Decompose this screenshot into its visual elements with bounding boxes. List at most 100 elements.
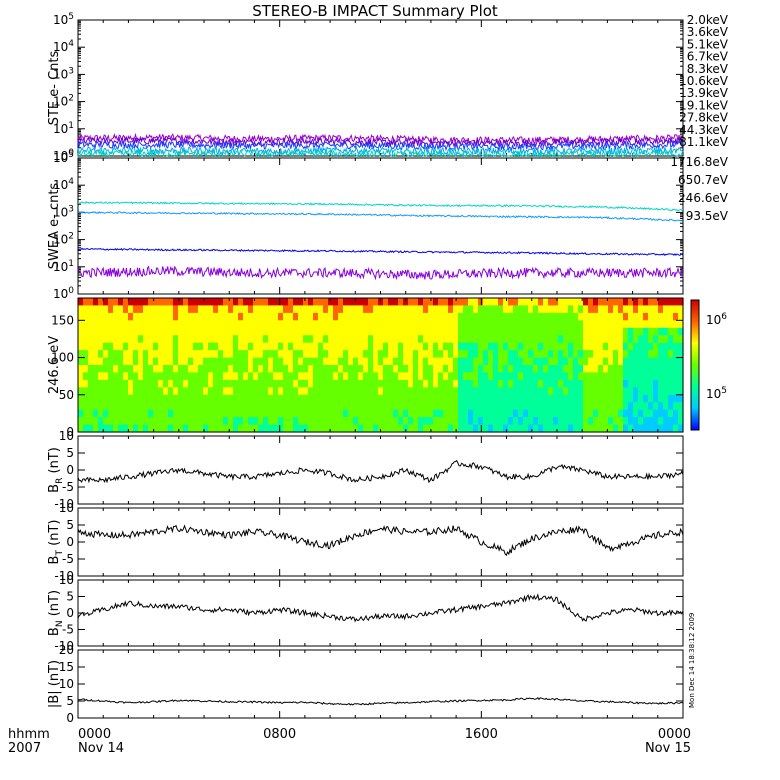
heatmap-cell (208, 365, 214, 373)
heatmap-cell (573, 424, 579, 433)
heatmap-cell (373, 327, 379, 336)
heatmap-cell (278, 342, 284, 351)
heatmap-cell (433, 312, 439, 321)
heatmap-cell (638, 387, 644, 396)
heatmap-cell (178, 402, 184, 411)
heatmap-cell (678, 312, 684, 321)
heatmap-cell (123, 357, 129, 366)
heatmap-cell (363, 305, 369, 314)
heatmap-cell (318, 402, 324, 411)
heatmap-cell (113, 305, 119, 314)
heatmap-cell (233, 298, 239, 306)
heatmap-cell (378, 298, 384, 306)
heatmap-cell (338, 350, 344, 359)
heatmap-cell (508, 365, 514, 373)
heatmap-cell (298, 365, 304, 373)
heatmap-cell (453, 327, 459, 336)
heatmap-cell (78, 409, 84, 418)
heatmap-cell (648, 327, 654, 336)
heatmap-cell (93, 357, 99, 366)
heatmap-cell (468, 327, 474, 336)
heatmap-cell (353, 409, 359, 418)
heatmap-cell (508, 342, 514, 351)
heatmap-cell (553, 387, 559, 396)
heatmap-cell (168, 394, 174, 403)
heatmap-cell (488, 327, 494, 336)
heatmap-cell (83, 320, 89, 329)
heatmap-cell (488, 312, 494, 321)
heatmap-cell (588, 305, 594, 314)
heatmap-cell (488, 342, 494, 351)
heatmap-cell (323, 298, 329, 306)
heatmap-cell (503, 394, 509, 403)
BT-ylabel: BT (nT) (47, 520, 65, 565)
heatmap-cell (133, 402, 139, 411)
heatmap-cell (548, 357, 554, 366)
heatmap-cell (588, 394, 594, 403)
heatmap-cell (148, 424, 154, 433)
heatmap-cell (268, 394, 274, 403)
heatmap-cell (218, 298, 224, 306)
heatmap-cell (323, 379, 329, 388)
heatmap-cell (543, 305, 549, 314)
heatmap-cell (78, 372, 84, 381)
heatmap-cell (288, 424, 294, 433)
time-tick-label: 0800 (263, 727, 296, 742)
heatmap-cell (413, 394, 419, 403)
heatmap-cell (213, 335, 219, 344)
heatmap-cell (173, 305, 179, 314)
heatmap-cell (518, 357, 524, 366)
heatmap-cell (608, 424, 614, 433)
heatmap-cell (253, 417, 259, 426)
heatmap-cell (188, 402, 194, 411)
heatmap-cell (623, 320, 629, 329)
heatmap-cell (613, 357, 619, 366)
heatmap-cell (283, 394, 289, 403)
heatmap-cell (123, 335, 129, 344)
heatmap-cell (348, 402, 354, 411)
heatmap-cell (158, 417, 164, 426)
heatmap-cell (368, 417, 374, 426)
heatmap-cell (608, 365, 614, 373)
heatmap-cell (343, 379, 349, 388)
heatmap-cell (463, 357, 469, 366)
pad-ylabel: 246.6 eV (47, 336, 62, 394)
heatmap-cell (488, 335, 494, 344)
heatmap-cell (423, 357, 429, 366)
heatmap-cell (418, 312, 424, 321)
heatmap-cell (583, 312, 589, 321)
heatmap-cell (203, 357, 209, 366)
heatmap-cell (568, 417, 574, 426)
heatmap-cell (273, 298, 279, 306)
heatmap-cell (298, 327, 304, 336)
heatmap-cell (458, 305, 464, 314)
heatmap-cell (668, 379, 674, 388)
heatmap-cell (578, 409, 584, 418)
heatmap-cell (158, 350, 164, 359)
heatmap-cell (648, 357, 654, 366)
heatmap-cell (523, 327, 529, 336)
heatmap-cell (498, 335, 504, 344)
heatmap-cell (328, 342, 334, 351)
heatmap-cell (343, 417, 349, 426)
heatmap-cell (218, 365, 224, 373)
heatmap-cell (178, 327, 184, 336)
heatmap-cell (118, 305, 124, 314)
heatmap-cell (593, 424, 599, 433)
heatmap-cell (498, 417, 504, 426)
heatmap-cell (138, 327, 144, 336)
heatmap-cell (398, 350, 404, 359)
heatmap-cell (653, 305, 659, 314)
heatmap-cell (613, 394, 619, 403)
heatmap-cell (318, 394, 324, 403)
heatmap-cell (183, 312, 189, 321)
heatmap-cell (283, 305, 289, 314)
heatmap-cell (183, 335, 189, 344)
heatmap-cell (173, 379, 179, 388)
heatmap-cell (468, 350, 474, 359)
heatmap-cell (223, 305, 229, 314)
heatmap-cell (238, 379, 244, 388)
heatmap-cell (173, 320, 179, 329)
heatmap-cell (153, 350, 159, 359)
